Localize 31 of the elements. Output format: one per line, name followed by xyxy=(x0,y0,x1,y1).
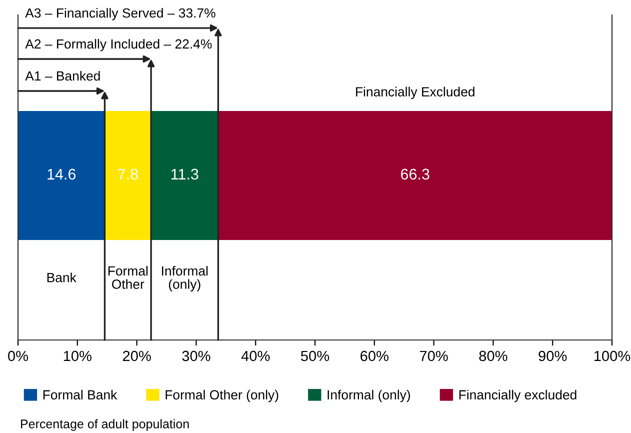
x-tick-label: 50% xyxy=(300,350,330,362)
text: Financially Excluded xyxy=(356,86,474,100)
x-tick-label: 70% xyxy=(420,350,448,362)
bar xyxy=(104,110,152,240)
data-label: 66.3 xyxy=(401,168,430,180)
bar xyxy=(218,110,612,240)
x-tick-label: 60% xyxy=(360,350,388,362)
x-tick-label: 90% xyxy=(538,350,567,362)
text: Informal (only) xyxy=(162,266,208,292)
legend-label: Formal Bank xyxy=(43,390,118,400)
legend-label: Financially excluded xyxy=(459,390,576,402)
data-label: 7.8 xyxy=(118,168,138,180)
x-tick-label: 20% xyxy=(122,350,151,362)
x-tick-label: 10% xyxy=(64,350,92,362)
text: A2 – Formally Included – 22.4% xyxy=(25,38,212,52)
text: Bank xyxy=(47,272,76,282)
data-label: 14.6 xyxy=(48,168,76,180)
bar xyxy=(151,110,218,240)
x-tick-label: 30% xyxy=(182,350,210,362)
x-tick-label: 40% xyxy=(241,350,270,362)
legend-label: Formal Other (only) xyxy=(166,390,278,402)
x-axis-title: Percentage of adult population xyxy=(21,419,189,431)
text: A1 – Banked xyxy=(25,70,100,81)
data-label: 11.3 xyxy=(171,168,198,180)
legend-label: Informal (only) xyxy=(328,390,410,402)
text: A3 – Financially Served – 33.7% xyxy=(25,8,216,20)
x-tick-label: 80% xyxy=(479,350,508,362)
bar xyxy=(18,110,105,240)
text: Formal Other xyxy=(108,266,148,289)
x-tick-label: 0% xyxy=(8,350,28,362)
x-tick-label: 100% xyxy=(594,350,630,362)
